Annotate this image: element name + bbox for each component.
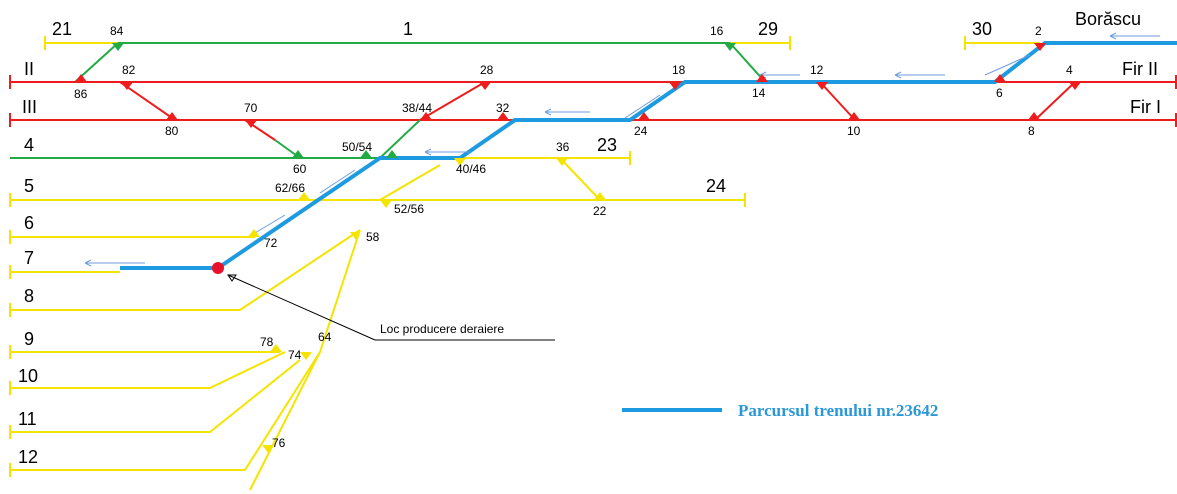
track — [119, 81, 1076, 141]
track-labels: 21 1 29 30 Borăscu II Fir II III Fir I 4… — [18, 9, 1161, 467]
legend-label: Parcursul trenului nr.23642 — [738, 401, 938, 420]
switch-label: 60 — [293, 162, 307, 176]
switch-marker — [75, 43, 1081, 128]
switch-label: 12 — [810, 63, 824, 77]
track-label: 10 — [18, 366, 38, 386]
switch-marker — [248, 158, 606, 453]
switch-label: 38/44 — [402, 101, 432, 115]
switch-label: 22 — [593, 204, 607, 218]
track-label: 9 — [24, 329, 34, 349]
derailment-point — [212, 262, 224, 274]
track — [44, 36, 1040, 50]
switch-labels: 84 16 2 86 82 28 18 14 12 6 4 80 70 38/4… — [74, 24, 1073, 450]
switch-label: 10 — [847, 124, 861, 138]
switch-label: 4 — [1066, 63, 1073, 77]
track-label: 21 — [52, 19, 72, 39]
legend: Parcursul trenului nr.23642 — [622, 401, 938, 420]
switch-label: 14 — [752, 86, 766, 100]
track-label: 4 — [24, 135, 34, 155]
track-label: Fir I — [1130, 97, 1161, 117]
route-line — [120, 41, 1177, 270]
switch-label: 62/66 — [275, 181, 305, 195]
switch-label: 8 — [1028, 124, 1035, 138]
track-label: 11 — [18, 409, 37, 429]
track-label: III — [22, 97, 37, 117]
track-label: 6 — [24, 213, 34, 233]
track-label: 8 — [24, 286, 34, 306]
switch-label: 36 — [556, 140, 570, 154]
train-route — [120, 41, 1177, 270]
switch-label: 70 — [244, 101, 258, 115]
arrows — [84, 32, 1160, 267]
switch-marker — [112, 43, 736, 51]
switch-label: 6 — [996, 86, 1003, 100]
track-label: 5 — [24, 176, 34, 196]
switch-label: 28 — [480, 63, 494, 77]
switch-label: 78 — [260, 335, 274, 349]
arrow — [84, 32, 1160, 267]
switch-label: 64 — [318, 330, 332, 344]
switch-label: 86 — [74, 87, 88, 101]
switch-label: 72 — [264, 236, 278, 250]
track-label: 1 — [403, 19, 413, 39]
track — [9, 151, 746, 491]
track-label: 7 — [24, 248, 34, 268]
switch-label: 76 — [272, 436, 286, 450]
annotation: Loc producere deraiere — [380, 322, 504, 336]
switch-label: 32 — [496, 101, 510, 115]
track-label: 29 — [758, 19, 778, 39]
switch-label: 16 — [710, 24, 724, 38]
track-label: 24 — [706, 176, 726, 196]
switch-label: 40/46 — [456, 162, 486, 176]
track-label: 23 — [597, 135, 617, 155]
switch-label: 18 — [672, 63, 686, 77]
switch-label: 24 — [634, 124, 648, 138]
annotation-leader — [227, 274, 555, 341]
switch-label: 52/56 — [394, 202, 424, 216]
track-label: Borăscu — [1075, 9, 1141, 29]
switch-label: 82 — [122, 63, 136, 77]
switch-label: 50/54 — [342, 140, 372, 154]
track-label: II — [24, 59, 34, 79]
switch-label: 74 — [288, 348, 302, 362]
switch-marker — [292, 150, 398, 158]
track-label: 12 — [18, 447, 38, 467]
tracks — [9, 36, 1177, 491]
switch-markers — [75, 43, 1081, 453]
track-label: Fir II — [1122, 59, 1158, 79]
switch-label: 84 — [110, 24, 124, 38]
switch-label: 2 — [1035, 24, 1042, 38]
switch-label: 80 — [165, 124, 179, 138]
track — [74, 42, 766, 83]
switch-label: 58 — [366, 230, 380, 244]
track-label: 30 — [972, 19, 992, 39]
